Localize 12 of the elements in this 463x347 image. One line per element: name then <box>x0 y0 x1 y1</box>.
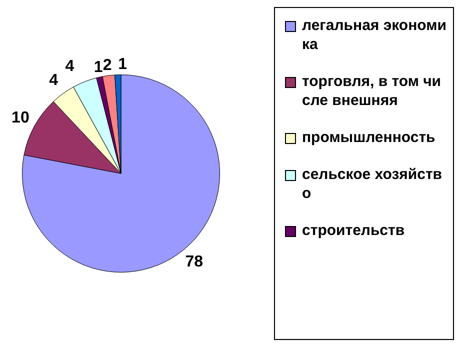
legend-label: сельское хозяйство <box>302 165 444 203</box>
legend-label: строительств <box>302 221 405 240</box>
data-label: 1 <box>94 58 103 76</box>
legend-label: промышленность <box>302 128 436 147</box>
legend-label: легальная экономика <box>302 16 448 54</box>
data-label: 1 <box>118 56 128 74</box>
data-label: 4 <box>65 58 74 76</box>
data-label: 10 <box>12 110 30 127</box>
data-label: 2 <box>102 57 112 74</box>
data-label: 4 <box>49 72 58 90</box>
legend-label: торговля, в том числе внешняя <box>302 72 442 110</box>
data-label: 78 <box>185 253 204 270</box>
